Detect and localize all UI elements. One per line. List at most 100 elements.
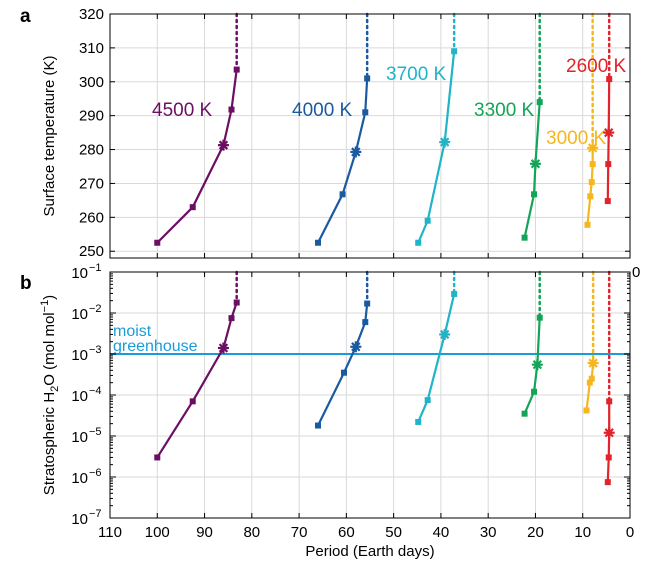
x-tick-label-70: 70 xyxy=(291,524,308,541)
x-tick-label-100: 100 xyxy=(145,524,170,541)
a-point-5-0 xyxy=(604,198,611,205)
y-label-b-sup: −1 xyxy=(39,300,51,313)
b-line-0 xyxy=(156,302,238,459)
series-label-3000K: 3000 K xyxy=(546,128,607,149)
b-point-2-1 xyxy=(424,397,431,404)
b-star-2 xyxy=(439,328,451,340)
y-tick-exp-b-0: −7 xyxy=(89,508,102,520)
y-tick-label-a-270: 270 xyxy=(79,175,104,192)
a-point-1-4 xyxy=(364,75,371,82)
b-point-4-1 xyxy=(586,379,593,386)
a-point-1-1 xyxy=(339,191,346,198)
x-tick-label-90: 90 xyxy=(196,524,213,541)
b-point-5-3 xyxy=(606,398,613,405)
a-series-4000K: 4000 K xyxy=(292,12,371,246)
y-tick-label-a-310: 310 xyxy=(79,40,104,57)
a-point-0-1 xyxy=(189,204,196,211)
x-tick-label-20: 20 xyxy=(527,524,544,541)
stray-tick-label: 0 xyxy=(632,264,640,281)
a-star-5 xyxy=(603,127,615,139)
b-point-3-0 xyxy=(521,410,528,417)
b-point-0-1 xyxy=(189,398,196,405)
b-point-2-3 xyxy=(451,291,458,298)
b-series-3300K xyxy=(521,270,543,417)
y-label-b-sub: 2 xyxy=(49,386,61,392)
b-point-1-0 xyxy=(315,422,321,429)
y-label-b-end: ) xyxy=(41,295,58,300)
b-point-0-0 xyxy=(154,454,161,461)
b-line-3 xyxy=(523,317,541,415)
y-tick-label-a-250: 250 xyxy=(79,243,104,260)
a-series-3700K: 3700 K xyxy=(386,12,458,246)
x-tick-label-10: 10 xyxy=(574,524,591,541)
x-tick-label-0: 0 xyxy=(626,524,634,541)
a-point-5-1 xyxy=(605,161,612,168)
y-tick-label-a-280: 280 xyxy=(79,142,104,159)
series-label-2600K: 2600 K xyxy=(566,56,627,77)
b-star-1 xyxy=(350,341,362,353)
b-star-4 xyxy=(587,357,599,369)
y-tick-exp-b-2: −5 xyxy=(89,426,102,438)
b-point-0-4 xyxy=(233,299,240,306)
a-point-0-0 xyxy=(154,239,161,246)
moist-greenhouse-label-line1: moist xyxy=(113,323,152,340)
a-line-0 xyxy=(156,69,238,244)
y-label-b-main: Stratospheric H xyxy=(41,392,58,495)
a-point-4-1 xyxy=(587,193,594,200)
y-tick-label-b-6: 10 xyxy=(71,265,88,282)
y-tick-label-a-300: 300 xyxy=(79,74,104,91)
b-line-4 xyxy=(585,362,595,411)
a-series-2600K: 2600 K xyxy=(566,12,627,205)
b-point-0-3 xyxy=(228,315,235,322)
x-tick-label-80: 80 xyxy=(243,524,260,541)
panel-a-surface-temperature: 4500 K 4000 K 3700 K 3300 K 3000 K 2600 K 250… xyxy=(41,6,631,260)
b-point-4-0 xyxy=(583,407,590,414)
panel-b-series xyxy=(154,270,615,486)
a-point-3-1 xyxy=(531,191,538,198)
a-star-4 xyxy=(587,142,599,154)
a-point-0-4 xyxy=(233,66,240,73)
b-point-5-1 xyxy=(605,454,612,461)
b-point-2-0 xyxy=(415,418,422,425)
b-point-4-2 xyxy=(588,375,595,382)
b-point-1-1 xyxy=(341,369,347,376)
a-point-3-3 xyxy=(536,99,543,106)
a-star-2 xyxy=(439,136,451,148)
b-series-3700K xyxy=(415,270,458,425)
y-tick-label-a-320: 320 xyxy=(79,6,104,23)
a-point-3-0 xyxy=(521,234,528,241)
series-label-4000K: 4000 K xyxy=(292,100,353,121)
panel-label-a: a xyxy=(20,6,31,27)
b-star-5 xyxy=(603,427,615,439)
moist-greenhouse-label-line2: greenhouse xyxy=(113,338,198,355)
x-tick-label-50: 50 xyxy=(385,524,402,541)
a-star-3 xyxy=(529,158,541,170)
b-series-4000K xyxy=(315,270,371,429)
a-point-1-0 xyxy=(315,239,321,246)
b-point-1-3 xyxy=(362,319,369,326)
x-tick-label-60: 60 xyxy=(338,524,355,541)
b-line-1 xyxy=(317,303,369,427)
a-line-5 xyxy=(606,79,611,202)
y-label-b-mid: O (mol mol xyxy=(41,312,58,385)
y-tick-exp-b-4: −3 xyxy=(89,344,102,356)
a-star-0 xyxy=(217,139,229,151)
y-tick-label-b-3: 10 xyxy=(71,388,88,405)
y-tick-label-b-5: 10 xyxy=(71,306,88,323)
y-tick-exp-b-6: −1 xyxy=(89,262,102,274)
a-line-3 xyxy=(523,102,541,238)
x-tick-label-40: 40 xyxy=(433,524,450,541)
y-tick-label-b-1: 10 xyxy=(71,470,88,487)
a-point-1-3 xyxy=(362,109,369,116)
y-tick-label-b-4: 10 xyxy=(71,347,88,364)
b-line-5 xyxy=(606,401,611,483)
panel-a-ticks: 250 260 270 280 290 300 310 320 xyxy=(79,6,631,260)
panel-a-y-axis-label: Surface temperature (K) xyxy=(41,56,58,217)
b-line-2 xyxy=(417,293,456,423)
a-line-4 xyxy=(586,147,594,225)
b-star-3 xyxy=(531,359,543,371)
a-line-2 xyxy=(417,51,456,244)
a-point-2-3 xyxy=(451,48,458,55)
b-series-4500K xyxy=(154,270,240,461)
